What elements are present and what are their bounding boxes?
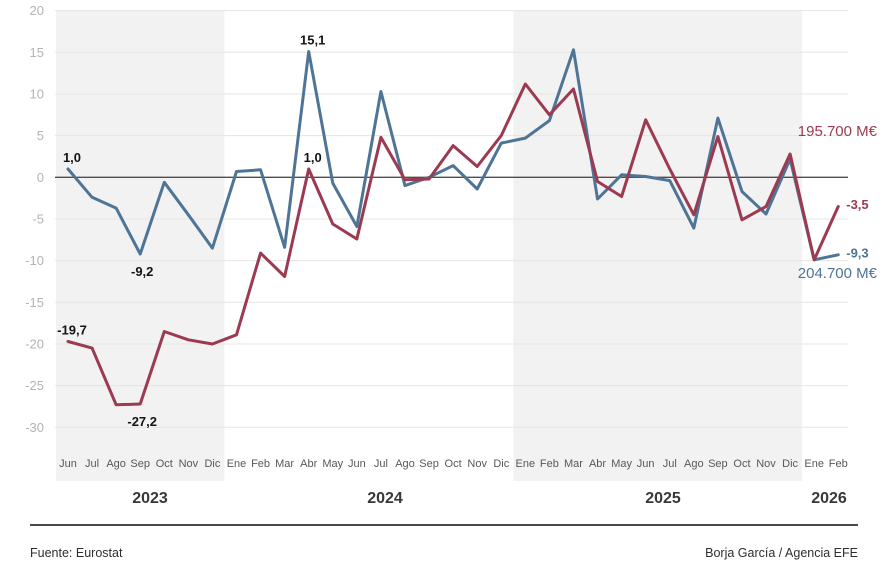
month-label: Feb: [540, 458, 559, 470]
credit-text: Borja García / Agencia EFE: [705, 546, 858, 560]
month-label: Dic: [493, 458, 509, 470]
annotation-label: 1,0: [63, 150, 81, 165]
month-label: Feb: [829, 458, 848, 470]
month-label: Jun: [637, 458, 655, 470]
y-tick-label: -15: [25, 295, 44, 310]
month-label: Abr: [300, 458, 317, 470]
month-label: Ago: [395, 458, 415, 470]
month-label: Jun: [59, 458, 77, 470]
month-label: Nov: [756, 458, 776, 470]
month-label: Ago: [684, 458, 704, 470]
month-label: Jul: [85, 458, 99, 470]
y-tick-label: -30: [25, 420, 44, 435]
annotation-label: 1,0: [304, 150, 322, 165]
series-total-label: 204.700 M€: [798, 265, 878, 282]
month-label: Dic: [782, 458, 798, 470]
annotation-label: 15,1: [300, 32, 325, 47]
month-label: Oct: [445, 458, 462, 470]
month-label: Oct: [156, 458, 173, 470]
month-label: Jul: [663, 458, 677, 470]
annotation-label: -27,2: [127, 414, 157, 429]
year-label: 2026: [811, 490, 847, 507]
month-label: Feb: [251, 458, 270, 470]
y-tick-label: 15: [30, 45, 44, 60]
month-label: Dic: [204, 458, 220, 470]
series-total-label: 195.700 M€: [798, 123, 878, 140]
shaded-year-band: [513, 11, 803, 481]
month-label: Ene: [804, 458, 824, 470]
month-label: Sep: [130, 458, 150, 470]
y-tick-label: -25: [25, 378, 44, 393]
y-tick-label: 20: [30, 3, 44, 18]
footer-divider: [30, 524, 858, 526]
month-label: Ene: [516, 458, 536, 470]
month-label: Ene: [227, 458, 247, 470]
series-line-blue: [66, 48, 840, 262]
y-tick-label: -5: [32, 211, 44, 226]
year-label: 2024: [367, 490, 403, 507]
month-label: May: [322, 458, 343, 470]
month-label: Oct: [733, 458, 750, 470]
source-text: Fuente: Eurostat: [30, 546, 123, 560]
month-label: Mar: [564, 458, 583, 470]
y-tick-label: 10: [30, 86, 44, 101]
month-label: Mar: [275, 458, 294, 470]
y-tick-label: -10: [25, 253, 44, 268]
month-label: Sep: [419, 458, 439, 470]
month-label: Ago: [106, 458, 126, 470]
annotation-label: -3,5: [846, 197, 868, 212]
month-label: May: [611, 458, 632, 470]
y-tick-label: -20: [25, 336, 44, 351]
month-label: Nov: [467, 458, 487, 470]
line-chart-canvas: 20 15 10 5 0 -5 -10 -15 -20 -25 -30 Jun Jul Ago Sep Oct…: [25, 3, 878, 507]
year-label: 2025: [645, 490, 681, 507]
month-label: Abr: [589, 458, 606, 470]
annotation-label: -9,3: [846, 245, 868, 260]
month-label: Jul: [374, 458, 388, 470]
y-tick-label: 0: [37, 170, 44, 185]
annotation-label: -9,2: [131, 264, 153, 279]
annotation-label: -19,7: [57, 322, 87, 337]
series-line-red: [66, 82, 840, 407]
month-label: Jun: [348, 458, 366, 470]
y-tick-label: 5: [37, 128, 44, 143]
month-label: Sep: [708, 458, 728, 470]
shaded-year-band: [56, 11, 225, 481]
month-label: Nov: [179, 458, 199, 470]
year-label: 2023: [132, 490, 168, 507]
